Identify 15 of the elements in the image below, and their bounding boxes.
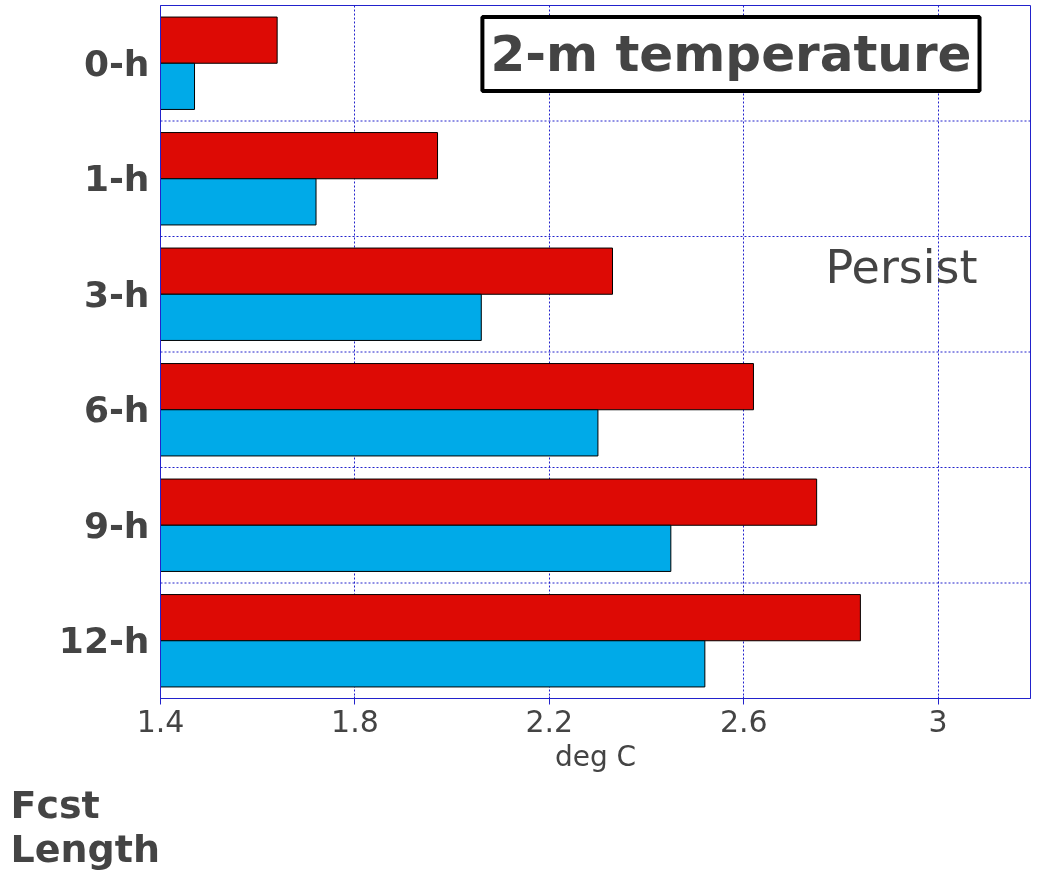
chart-title: 2-m temperature — [490, 25, 972, 84]
x-tick-label: 1.4 — [136, 703, 185, 739]
y-tick-label: 3-h — [83, 273, 150, 315]
y-tick-label: 6-h — [83, 389, 150, 431]
x-tick-label: 3 — [928, 703, 948, 739]
x-tick-label: 1.8 — [331, 703, 379, 739]
annotation: Persist — [825, 239, 978, 294]
y-tick-label: 1-h — [83, 158, 150, 200]
y-tick-label: 12-h — [58, 620, 150, 662]
y-axis-title: Fcst Length — [10, 782, 160, 871]
x-axis-title: deg C — [554, 739, 637, 773]
y-tick-label: 9-h — [83, 504, 150, 546]
x-tick-label: 2.6 — [719, 703, 768, 739]
y-tick-label: 0-h — [83, 42, 150, 84]
x-tick-label: 2.2 — [525, 703, 574, 739]
